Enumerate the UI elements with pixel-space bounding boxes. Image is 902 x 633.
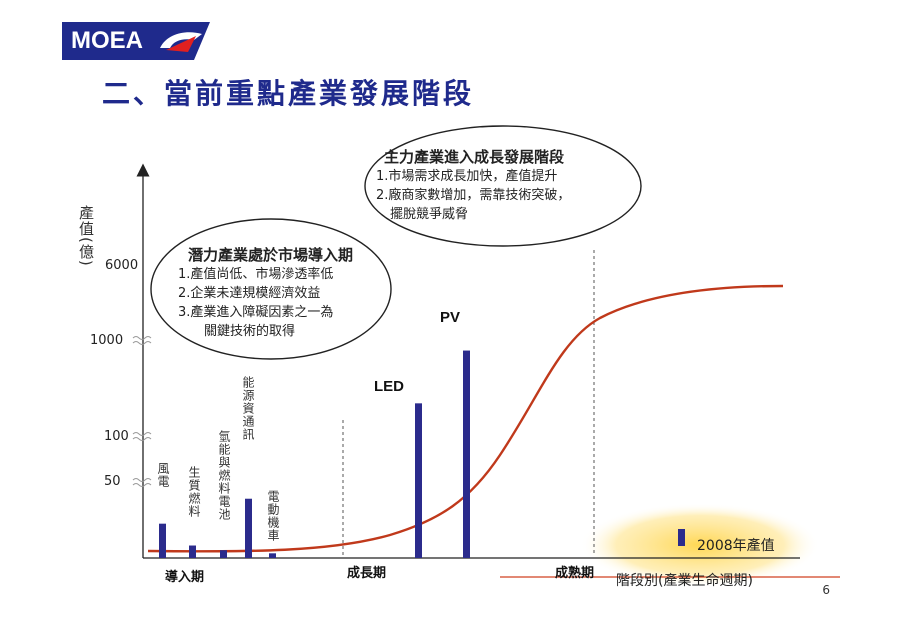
logo-mark-icon: [150, 22, 210, 60]
bar-2008-marker: [678, 529, 685, 546]
bubble-potential-line-4: 關鍵技術的取得: [204, 324, 296, 339]
bar-biofuel: [189, 545, 196, 558]
y-tick-1000: 1000: [90, 333, 124, 348]
y-tick-100: 100: [104, 429, 129, 444]
bar-e-scooter: [269, 553, 276, 558]
bubble-main-line-2: 2.廠商家數增加，需靠技術突破，: [376, 188, 571, 203]
stage-introduction: 導入期: [165, 570, 205, 585]
lifecycle-curve: [147, 284, 784, 553]
bubble-potential-text: 潛力產業處於市場導入期 1.產值尚低、市場滲透率低 2.企業未達規模經濟效益 3…: [178, 244, 354, 341]
axis-break-1000: [132, 336, 152, 345]
stage-growth: 成長期: [347, 566, 387, 581]
bar-label-wind: 風電: [156, 462, 170, 488]
axis-break-100: [132, 432, 152, 441]
y-tick-6000: 6000: [105, 258, 139, 273]
bar-wind: [159, 523, 166, 558]
logo-text: MOEA: [62, 22, 152, 60]
x-axis-label: 階段別(產業生命週期): [616, 573, 753, 589]
page-number: 6: [822, 583, 830, 597]
page-title: 二、當前重點產業發展階段: [102, 77, 475, 110]
bubble-potential-line-2: 2.企業未達規模經濟效益: [178, 286, 321, 301]
mature-glow: [580, 503, 820, 587]
y-axis-label: 產值(億): [77, 205, 95, 267]
bar-pv: [463, 350, 470, 558]
bubble-main-line-1: 1.市場需求成長加快，產值提升: [376, 169, 558, 184]
bubble-main-text: 主力產業進入成長發展階段 1.市場需求成長加快，產值提升 2.廠商家數增加，需靠…: [376, 146, 570, 224]
bar-label-hydrogen: 氫能與燃料電池: [217, 430, 231, 521]
bar-label-led: LED: [374, 378, 404, 395]
bubble-main-heading: 主力產業進入成長發展階段: [384, 148, 565, 166]
bar-led: [415, 403, 422, 558]
y-tick-50: 50: [104, 474, 121, 489]
bar-label-energy-ict: 能源資通訊: [241, 376, 255, 441]
bar-hydrogen: [220, 550, 227, 558]
bar-energy-ict: [245, 498, 252, 558]
bubble-potential-line-3: 3.產業進入障礙因素之一為: [178, 305, 334, 320]
stage-mature: 成熟期: [555, 566, 595, 581]
bar-label-biofuel: 生質燃料: [187, 466, 201, 518]
bubble-potential-shape: [150, 218, 392, 360]
axis-break-50: [132, 478, 152, 487]
moea-logo: MOEA: [62, 22, 212, 60]
bar-label-e-scooter: 電動機車: [266, 490, 280, 542]
bubble-main-line-3: 擺脫競爭威脅: [390, 207, 469, 222]
bubble-main-shape: [364, 125, 642, 247]
annotation-2008: 2008年產值: [697, 538, 775, 554]
bar-label-pv: PV: [440, 309, 461, 326]
bubble-potential-heading: 潛力產業處於市場導入期: [188, 246, 354, 264]
bubble-potential-line-1: 1.產值尚低、市場滲透率低: [178, 267, 334, 282]
